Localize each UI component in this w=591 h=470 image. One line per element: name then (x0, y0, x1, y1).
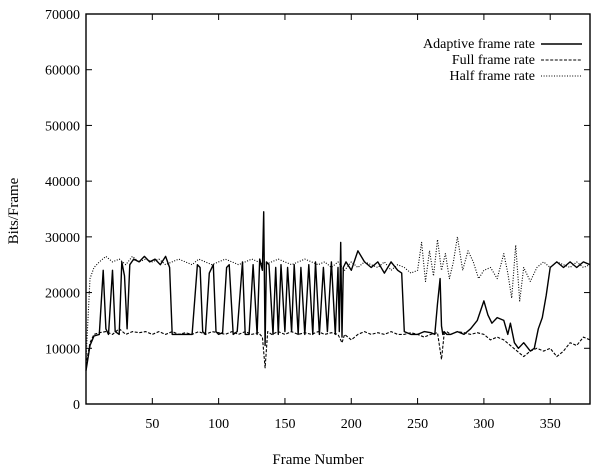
y-tick-label: 70000 (45, 8, 80, 23)
y-axis-label: Bits/Frame (6, 177, 22, 244)
x-tick-label: 200 (341, 417, 362, 432)
x-tick-label: 250 (407, 417, 428, 432)
x-tick-label: 150 (274, 417, 295, 432)
legend-label: Half frame rate (450, 69, 536, 84)
series-line-half-frame-rate (85, 236, 591, 360)
series-line-full-frame-rate (85, 328, 591, 369)
x-axis-label: Frame Number (272, 452, 363, 468)
y-tick-label: 60000 (45, 64, 80, 79)
series-line-adaptive-frame-rate (85, 211, 591, 371)
x-tick-label: 100 (208, 417, 229, 432)
y-tick-label: 40000 (45, 175, 80, 190)
legend-label: Full frame rate (452, 53, 535, 68)
plot-frame (85, 13, 591, 405)
y-tick-label: 30000 (45, 231, 80, 246)
y-tick-label: 0 (73, 398, 80, 413)
x-tick-label: 300 (473, 417, 494, 432)
x-tick-label: 50 (145, 417, 159, 432)
y-tick-label: 10000 (45, 342, 80, 357)
y-tick-label: 20000 (45, 287, 80, 302)
y-tick-label: 50000 (45, 119, 80, 134)
legend-label: Adaptive frame rate (423, 37, 535, 52)
x-tick-label: 350 (540, 417, 561, 432)
